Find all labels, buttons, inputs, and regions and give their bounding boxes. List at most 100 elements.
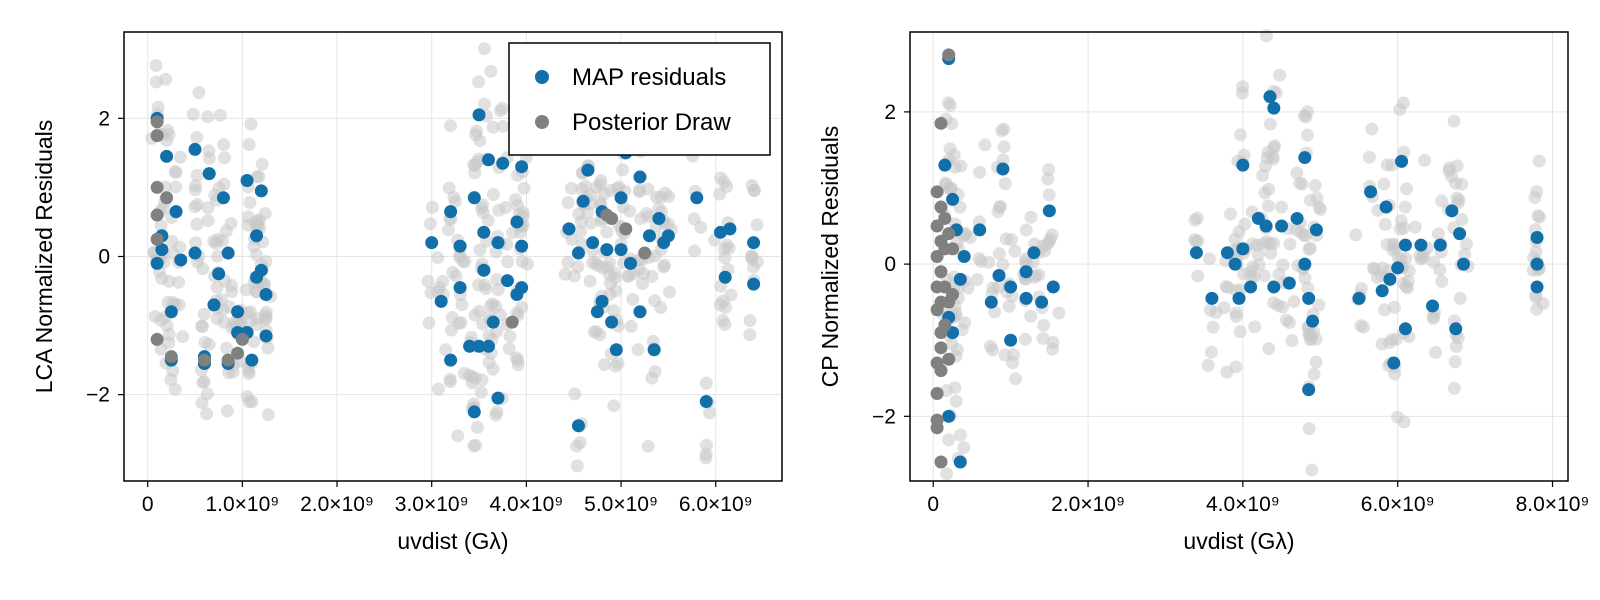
map-residual-point [259,287,273,301]
posterior-sample-point [1266,152,1280,166]
posterior-sample-point [159,72,173,86]
posterior-sample-point [448,194,462,208]
x-tick-label: 0 [927,493,939,516]
map-residual-point [1189,246,1203,260]
posterior-sample-point [1189,235,1203,249]
map-residual-point [160,149,174,163]
posterior-sample-point [220,404,234,418]
posterior-sample-point [1458,248,1472,262]
posterior-sample-point [470,420,484,434]
posterior-sample-point [255,157,269,171]
posterior-sample-point [423,217,437,231]
posterior-sample-point [991,205,1005,219]
legend-map-label: MAP residuals [572,64,726,91]
posterior-draw-point [164,350,178,364]
map-residual-point [1259,219,1273,233]
posterior-sample-point [1528,191,1542,205]
posterior-sample-point [489,408,503,422]
map-residual-point [576,194,590,208]
posterior-sample-point [1433,263,1447,277]
posterior-sample-point [1046,342,1060,356]
posterior-sample-point [1408,220,1422,234]
posterior-sample-point [1448,355,1462,369]
posterior-sample-point [1229,306,1243,320]
posterior-sample-point [1305,463,1319,477]
posterior-sample-point [201,201,215,215]
posterior-sample-point [213,108,227,122]
posterior-sample-point [501,255,515,269]
posterior-sample-point [1532,154,1546,168]
posterior-sample-point [750,218,764,232]
posterior-sample-point [1290,166,1304,180]
x-tick-label: 1.0×10⁹ [205,493,279,516]
map-residual-point [467,191,481,205]
posterior-sample-point [197,307,211,321]
posterior-sample-point [1004,233,1018,247]
map-residual-point [510,215,524,229]
posterior-sample-point [455,298,469,312]
map-residual-point [747,236,761,250]
posterior-sample-point [1388,367,1402,381]
posterior-sample-point [570,439,584,453]
map-residual-point [1232,291,1246,305]
posterior-sample-point [1052,306,1066,320]
posterior-sample-point [472,304,486,318]
map-residual-point [590,305,604,319]
map-residual-point [1290,211,1304,225]
map-residual-point [477,263,491,277]
posterior-sample-point [1453,291,1467,305]
posterior-sample-point [149,58,163,72]
map-residual-point [747,277,761,291]
map-residual-point [586,236,600,250]
posterior-sample-point [623,204,637,218]
x-tick-label: 2.0×10⁹ [300,493,374,516]
posterior-sample-point [454,316,468,330]
posterior-sample-point [477,97,491,111]
posterior-sample-point [743,314,757,328]
map-residual-point [647,343,661,357]
posterior-draw-point [231,346,245,360]
map-residual-point [259,329,273,343]
posterior-sample-point [1233,128,1247,142]
posterior-sample-point [1019,223,1033,237]
map-residual-point [1263,90,1277,104]
posterior-sample-point [1273,68,1287,82]
posterior-sample-point [631,343,645,357]
posterior-sample-point [1008,244,1022,258]
lca-residuals-panel: 0 1.0×10⁹ 2.0×10⁹ 3.0×10⁹ 4.0×10⁹ 5.0×10⁹ 6.0×… [31,31,783,554]
y-tick-label: 2 [98,107,110,130]
posterior-sample-point [475,373,489,387]
posterior-sample-point [600,225,614,239]
posterior-sample-point [1449,339,1463,353]
posterior-sample-point [1307,325,1321,339]
posterior-draw-point [150,332,164,346]
posterior-sample-point [190,168,204,182]
map-residual-point [482,339,496,353]
posterior-sample-point [1252,258,1266,272]
posterior-sample-point [641,439,655,453]
posterior-sample-point [607,399,621,413]
posterior-draw-point [938,318,952,332]
map-residual-point [1453,227,1467,241]
posterior-sample-point [948,381,962,395]
left-x-axis-label: uvdist (Gλ) [397,528,508,554]
posterior-sample-point [636,277,650,291]
posterior-sample-point [583,274,597,288]
map-residual-point [633,305,647,319]
posterior-sample-point [186,107,200,121]
posterior-sample-point [996,153,1010,167]
posterior-sample-point [587,325,601,339]
posterior-draw-point [934,265,948,279]
posterior-sample-point [616,163,630,177]
posterior-sample-point [1435,274,1449,288]
posterior-sample-point [431,251,445,265]
posterior-sample-point [1298,271,1312,285]
posterior-sample-point [201,214,215,228]
posterior-sample-point [745,178,759,192]
posterior-draw-point [150,232,164,246]
posterior-sample-point [564,181,578,195]
map-residual-point [425,236,439,250]
posterior-sample-point [436,274,450,288]
posterior-sample-point [517,181,531,195]
x-tick-label: 6.0×10⁹ [1361,493,1435,516]
